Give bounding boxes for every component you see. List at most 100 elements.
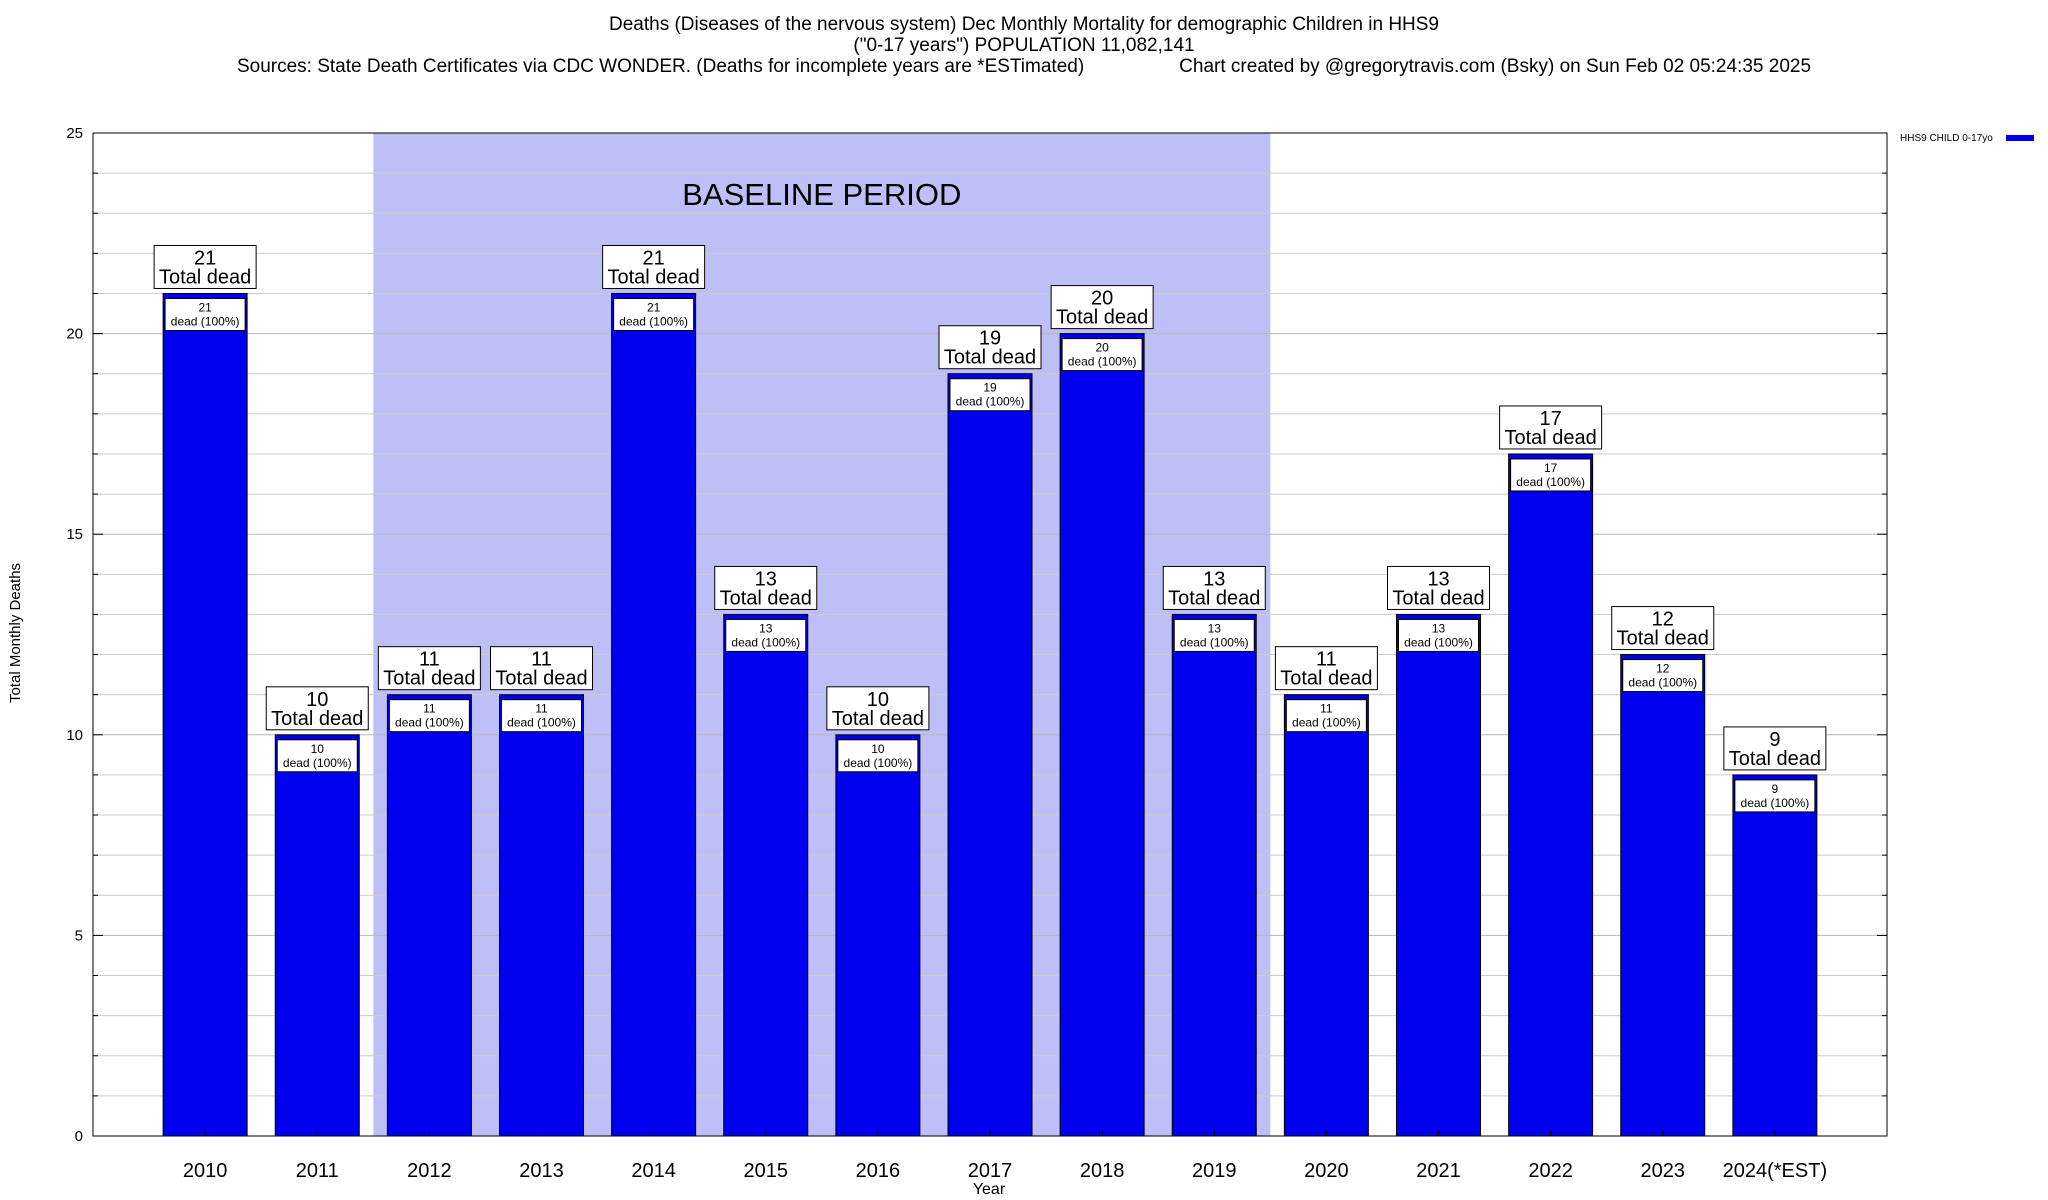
- x-axis-label: Year: [973, 1181, 1006, 1198]
- chart-title-line-2: ("0-17 years") POPULATION 11,082,141: [853, 35, 1195, 56]
- chart-title-line-3: Sources: State Death Certificates via CD…: [236, 56, 1812, 77]
- inner-label-box: [1173, 618, 1255, 652]
- inner-label-text: dead (100%): [1628, 676, 1697, 690]
- total-label-text: Total dead: [383, 668, 475, 690]
- x-tick-label: 2019: [1192, 1160, 1237, 1182]
- total-label-box: [714, 565, 818, 610]
- total-label-value: 9: [1769, 729, 1780, 751]
- bar: [1620, 654, 1706, 1137]
- inner-label-value: 13: [1208, 621, 1222, 635]
- inner-label-value: 13: [1432, 621, 1446, 635]
- total-label-value: 19: [979, 328, 1001, 350]
- bar: [723, 613, 809, 1137]
- inner-label-box: [1622, 659, 1704, 693]
- inner-label-box: [1510, 458, 1592, 492]
- inner-label-text: dead (100%): [1068, 355, 1137, 369]
- total-label-value: 10: [306, 689, 328, 711]
- inner-label-box: [949, 378, 1031, 412]
- inner-label-box: [725, 618, 807, 652]
- inner-label-box: [1734, 779, 1816, 813]
- total-label-text: Total dead: [944, 347, 1036, 369]
- total-label-value: 12: [1652, 609, 1674, 631]
- x-tick-label: 2010: [183, 1160, 228, 1182]
- total-label-box: [1387, 565, 1490, 610]
- inner-label-text: dead (100%): [1404, 635, 1473, 649]
- bar: [386, 694, 472, 1137]
- x-tick-label: 2011: [296, 1160, 339, 1182]
- total-label-text: Total dead: [1168, 587, 1260, 609]
- chart-title: Deaths (Diseases of the nervous system) …: [0, 14, 2048, 77]
- total-label-box: [1723, 726, 1827, 771]
- total-label-box: [1611, 606, 1715, 651]
- x-tick-label: 2017: [968, 1160, 1013, 1182]
- total-label-box: [490, 646, 593, 691]
- total-label-box: [938, 325, 1042, 370]
- total-label-text: Total dead: [495, 668, 587, 690]
- total-label-text: Total dead: [1729, 748, 1821, 770]
- inner-label-text: dead (100%): [507, 716, 576, 730]
- x-tick-label: 2018: [1080, 1160, 1125, 1182]
- inner-label-value: 20: [1095, 341, 1109, 355]
- bars-layer: [162, 292, 1818, 1137]
- inner-label-text: dead (100%): [731, 635, 800, 649]
- inner-label-box: [1285, 699, 1367, 733]
- inner-label-text: dead (100%): [1741, 796, 1810, 810]
- bar: [1059, 333, 1145, 1137]
- inner-label-box: [613, 297, 695, 331]
- x-tick-label: 2023: [1641, 1160, 1686, 1182]
- total-label-value: 21: [643, 247, 665, 269]
- legend: HHS9 CHILD 0-17yo: [1900, 133, 2034, 144]
- inner-label-value: 12: [1656, 662, 1670, 676]
- x-tick-label: 2015: [744, 1160, 789, 1182]
- total-label-text: Total dead: [1392, 587, 1484, 609]
- total-label-value: 13: [755, 568, 777, 590]
- inner-label-value: 10: [311, 742, 325, 756]
- x-tick-label: 2012: [407, 1160, 452, 1182]
- inner-label-box: [388, 699, 470, 733]
- total-label-box: [826, 686, 930, 731]
- total-label-box: [1499, 405, 1603, 450]
- legend-label: HHS9 CHILD 0-17yo: [1900, 133, 1993, 144]
- inner-label-value: 17: [1544, 461, 1558, 475]
- inner-label-value: 21: [198, 300, 212, 314]
- bar: [1508, 453, 1594, 1137]
- x-tick-label: 2016: [856, 1160, 901, 1182]
- total-label-box: [1050, 285, 1154, 330]
- total-label-text: Total dead: [1617, 628, 1709, 650]
- total-label-text: Total dead: [1504, 427, 1596, 449]
- legend-swatch: [2006, 135, 2034, 141]
- bar: [499, 694, 584, 1137]
- total-label-box: [377, 646, 481, 691]
- inner-label-box: [501, 699, 582, 733]
- total-label-value: 11: [419, 649, 440, 671]
- total-label-value: 21: [194, 247, 216, 269]
- bar: [611, 292, 697, 1137]
- total-label-text: Total dead: [607, 266, 699, 288]
- x-tick-label: 2021: [1416, 1160, 1461, 1182]
- x-tick-label: 2020: [1304, 1160, 1349, 1182]
- y-tick-label: 0: [75, 1128, 83, 1145]
- inner-label-box: [837, 739, 919, 773]
- bar: [1732, 774, 1818, 1137]
- y-tick-label: 15: [66, 526, 83, 543]
- total-label-text: Total dead: [1056, 307, 1148, 329]
- inner-label-value: 11: [535, 702, 548, 716]
- inner-label-text: dead (100%): [956, 395, 1025, 409]
- chart-title-line-1: Deaths (Diseases of the nervous system) …: [609, 14, 1439, 35]
- total-label-value: 11: [1316, 649, 1337, 671]
- y-tick-label: 5: [75, 927, 83, 944]
- inner-label-value: 10: [871, 742, 885, 756]
- total-label-text: Total dead: [720, 587, 812, 609]
- total-label-box: [265, 686, 369, 731]
- inner-label-value: 21: [647, 300, 661, 314]
- total-label-value: 17: [1540, 408, 1562, 430]
- total-label-text: Total dead: [159, 266, 251, 288]
- inner-label-text: dead (100%): [171, 314, 240, 328]
- bar: [1396, 613, 1481, 1137]
- baseline-period-label: BASELINE PERIOD: [682, 177, 961, 212]
- bar: [162, 292, 248, 1137]
- x-tick-label: 2013: [519, 1160, 564, 1182]
- inner-label-value: 13: [759, 621, 773, 635]
